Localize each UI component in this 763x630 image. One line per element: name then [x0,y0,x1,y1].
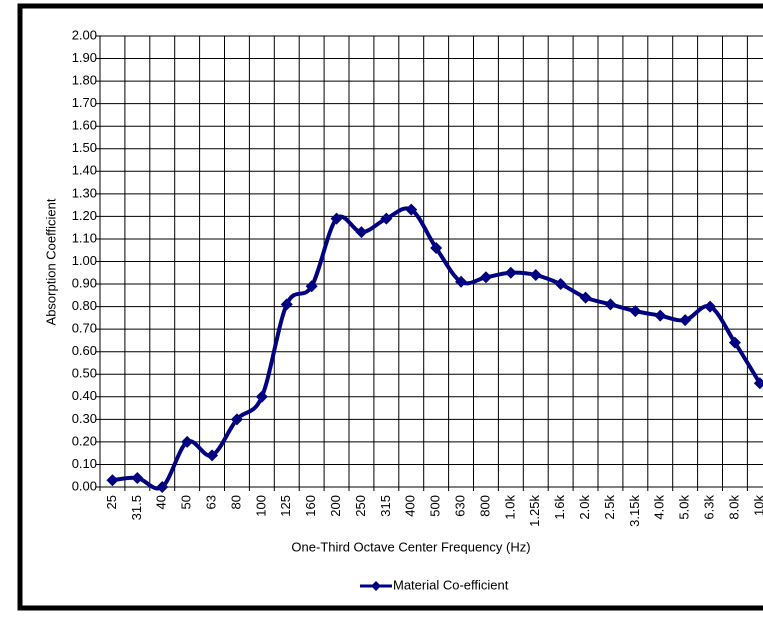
x-tick-label: 10k [751,495,763,516]
y-tick-label: 0.60 [72,343,97,358]
y-axis-title: Absorption Coefficient [43,198,58,325]
x-tick-label: 500 [428,495,443,517]
y-tick-label: 0.30 [72,411,97,426]
x-tick-label: 63 [203,495,218,509]
y-tick-label: 0.00 [72,478,97,493]
x-tick-label: 200 [328,495,343,517]
x-tick-label: 5.0k [677,495,692,520]
point [529,269,542,282]
y-tick-label: 1.60 [72,118,97,133]
y-tick-label: 1.10 [72,230,97,245]
x-tick-label: 2.0k [577,495,592,520]
x-tick-label: 800 [477,495,492,517]
y-tick-label: 0.50 [72,366,97,381]
x-tick-label: 3.15k [627,495,642,527]
point [455,275,468,288]
point [106,474,119,487]
point [355,226,368,239]
point [504,266,517,279]
point [479,271,492,284]
point [654,309,667,322]
frame [17,3,763,611]
y-tick-label: 1.30 [72,185,97,200]
point [604,298,617,311]
x-tick-label: 2.5k [602,495,617,520]
y-tick-label: 1.70 [72,95,97,110]
point [579,291,592,304]
point [554,278,567,291]
x-tick-label: 1.6k [552,495,567,520]
y-tick-label: 0.40 [72,388,97,403]
point [405,203,418,216]
x-tick-label: 400 [403,495,418,517]
x-tick-label: 8.0k [726,495,741,520]
legend-marker [371,581,381,591]
point [728,336,741,349]
x-tick-label: 125 [278,495,293,517]
point [255,390,268,403]
x-tick-label: 250 [353,495,368,517]
y-tick-label: 0.70 [72,321,97,336]
x-tick-label: 40 [154,495,169,509]
point [330,212,343,225]
point [380,212,393,225]
x-axis-title: One-Third Octave Center Frequency (Hz) [291,539,530,554]
legend-label: Material Co-efficient [393,577,509,592]
point [430,241,443,254]
y-tick-label: 1.80 [72,73,97,88]
point [280,298,293,311]
point [629,305,642,318]
point [753,377,763,390]
point [305,280,318,293]
point [131,471,144,484]
y-tick-label: 0.10 [72,456,97,471]
x-tick-label: 50 [179,495,194,509]
x-tick-label: 1.25k [527,495,542,527]
point [230,413,243,426]
x-tick-label: 31.5 [129,495,144,520]
x-tick-label: 25 [104,495,119,509]
y-tick-label: 1.50 [72,140,97,155]
x-tick-label: 4.0k [652,495,667,520]
y-tick-label: 0.90 [72,275,97,290]
y-tick-label: 2.00 [72,27,97,42]
y-tick-label: 1.90 [72,50,97,65]
y-tick-label: 1.40 [72,163,97,178]
y-tick-label: 1.20 [72,208,97,223]
x-tick-label: 1.0k [502,495,517,520]
x-tick-label: 630 [452,495,467,517]
y-tick-label: 0.80 [72,298,97,313]
x-tick-label: 6.3k [701,495,716,520]
point [181,435,194,448]
y-tick-label: 1.00 [72,253,97,268]
x-tick-label: 80 [228,495,243,509]
x-tick-label: 160 [303,495,318,517]
x-tick-label: 100 [253,495,268,517]
point [679,314,692,327]
y-tick-label: 0.20 [72,433,97,448]
point [206,449,219,462]
point [704,300,717,313]
point [156,481,169,493]
x-tick-label: 315 [378,495,393,517]
